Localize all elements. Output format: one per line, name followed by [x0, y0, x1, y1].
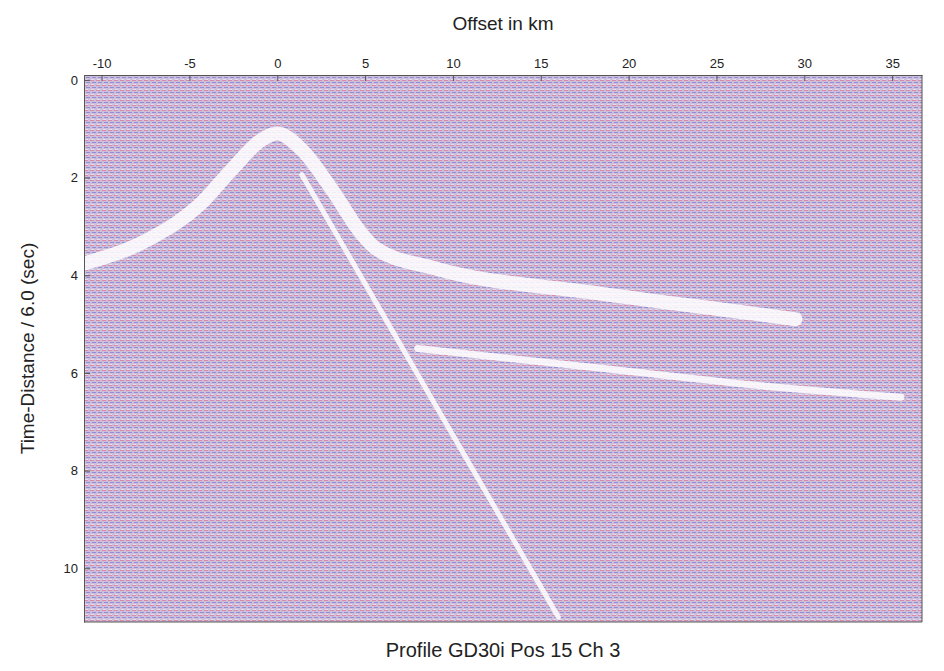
y-tick-mark [84, 568, 90, 569]
y-axis-title: Time-Distance / 6.0 (sec) [17, 243, 38, 455]
y-tick-label: 8 [71, 463, 78, 478]
x-axis: -10 -5 0 5 10 15 20 25 30 35 [85, 56, 923, 81]
x-tick-mark [629, 75, 630, 81]
x-tick-mark [716, 75, 717, 81]
x-axis-line [85, 75, 923, 76]
phase-line [84, 134, 796, 320]
y-tick-label: 6 [71, 366, 78, 381]
y-tick-mark [84, 471, 90, 472]
x-tick-mark [277, 75, 278, 81]
y-tick-label: 10 [64, 561, 78, 576]
frame [84, 622, 922, 623]
x-tick-label: 10 [446, 56, 460, 71]
x-tick: -5 [184, 56, 196, 81]
x-tick: 15 [534, 56, 548, 81]
x-tick: 0 [274, 56, 281, 81]
y-tick-label: 2 [71, 170, 78, 185]
frame [922, 75, 923, 622]
y-tick-mark [84, 178, 90, 179]
phase-line [418, 349, 901, 398]
x-tick: 5 [362, 56, 369, 81]
x-tick-label: 25 [710, 56, 724, 71]
y-tick-mark [84, 373, 90, 374]
x-tick: 30 [798, 56, 812, 81]
y-tick: 4 [71, 268, 90, 283]
y-tick: 6 [71, 366, 90, 381]
y-tick: 2 [71, 170, 90, 185]
x-tick-label: 0 [274, 56, 281, 71]
y-tick-mark [84, 80, 90, 81]
x-tick: 10 [446, 56, 460, 81]
x-tick-label: 15 [534, 56, 548, 71]
y-axis: 0 2 4 6 8 10 [64, 73, 90, 623]
x-tick: -10 [93, 56, 112, 81]
phase-line [302, 175, 558, 617]
x-axis-title: Offset in km [452, 13, 553, 34]
x-tick-label: 5 [362, 56, 369, 71]
x-tick-mark [365, 75, 366, 81]
x-tick-mark [892, 75, 893, 81]
x-tick-label: 20 [622, 56, 636, 71]
x-tick-mark [453, 75, 454, 81]
y-axis-line [84, 76, 85, 623]
x-tick-label: 35 [885, 56, 899, 71]
marks [84, 134, 901, 618]
y-tick-mark [84, 275, 90, 276]
y-tick: 8 [71, 463, 90, 478]
x-tick-mark [102, 75, 103, 81]
y-tick-label: 0 [71, 73, 78, 88]
plot-background [84, 75, 922, 622]
y-tick: 10 [64, 561, 90, 576]
x-tick: 35 [885, 56, 899, 81]
x-tick-mark [804, 75, 805, 81]
x-tick-label: 30 [798, 56, 812, 71]
x-tick: 25 [710, 56, 724, 81]
x-tick-mark [541, 75, 542, 81]
x-tick-mark [189, 75, 190, 81]
y-tick-label: 4 [71, 268, 78, 283]
x-tick-label: -5 [184, 56, 196, 71]
plot: -10 -5 0 5 10 15 20 25 30 35 0 2 4 6 8 10 [64, 56, 923, 623]
chart: -10 -5 0 5 10 15 20 25 30 35 0 2 4 6 8 10 Offset in km Ti… [0, 0, 944, 671]
y-tick: 0 [71, 73, 90, 88]
x-tick: 20 [622, 56, 636, 81]
chart-title: Profile GD30i Pos 15 Ch 3 [386, 639, 621, 661]
x-tick-label: -10 [93, 56, 112, 71]
